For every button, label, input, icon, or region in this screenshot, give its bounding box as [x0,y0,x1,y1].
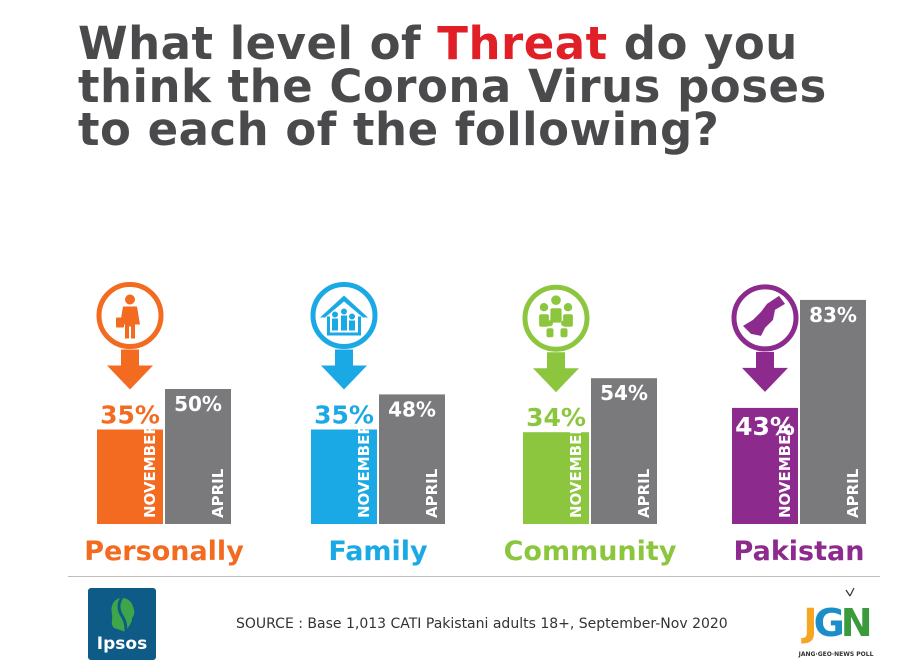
down-arrow-icon [533,352,579,393]
value-label-november-pakistan: 43% [735,412,795,441]
category-label-community: Community [504,536,677,567]
bar-april-family [379,394,445,524]
down-arrow-icon [107,349,153,390]
series-label-april-community: APRIL [635,468,653,518]
value-label-april-pakistan: 83% [809,303,857,327]
category-label-personally: Personally [84,536,244,567]
jgn-mark-icon: JGN [800,587,874,645]
jgn-letter-g: G [814,601,843,645]
series-label-april-personally: APRIL [209,468,227,518]
family-home-icon [320,295,368,336]
series-label-april-pakistan: APRIL [844,468,862,518]
series-label-april-family: APRIL [423,468,441,518]
bar-april-pakistan [800,299,866,524]
community-icon [539,295,573,338]
svg-text:JGN: JGN [800,601,869,645]
bar-november-pakistan [732,407,798,524]
pakistan-map-icon [743,295,785,336]
bar-april-community [591,378,657,524]
value-label-april-personally: 50% [174,392,222,416]
ipsos-label: Ipsos [96,634,148,654]
footer-divider [68,576,880,577]
value-label-november-personally: 35% [100,401,160,430]
series-label-november-personally: NOVEMBER [141,423,159,518]
value-label-april-community: 54% [600,381,648,405]
jgn-letter-j: J [800,601,814,645]
series-label-november-pakistan: NOVEMBER [776,423,794,518]
value-label-november-family: 35% [314,401,374,430]
series-label-november-community: NOVEMBER [567,423,585,518]
value-label-april-family: 48% [388,397,436,421]
down-arrow-icon [321,349,367,390]
chart-title: What level of Threat do you think the Co… [78,21,838,152]
bar-november-family [311,429,377,524]
title-part-1: What level of [78,17,438,70]
category-label-pakistan: Pakistan [734,536,865,567]
bar-november-personally [97,429,163,524]
jgn-poll-label: JANG·GEO·NEWS POLL [798,651,874,658]
ipsos-face-icon [111,596,135,633]
title-highlight: Threat [437,17,608,70]
series-label-november-family: NOVEMBER [355,423,373,518]
down-arrow-icon [742,351,788,392]
value-label-november-community: 34% [526,403,586,432]
category-label-family: Family [328,536,428,567]
jang-geo-news-logo: JGN JANG·GEO·NEWS POLL [790,586,882,658]
bar-november-community [523,432,589,524]
person-icon [116,294,140,339]
source-note: SOURCE : Base 1,013 CATI Pakistani adult… [236,616,728,632]
bar-april-personally [165,389,231,524]
ipsos-logo: Ipsos [88,588,156,660]
title-part-2: do you think the Corona Virus poses to e… [78,17,827,156]
jgn-letter-n: N [841,601,870,645]
